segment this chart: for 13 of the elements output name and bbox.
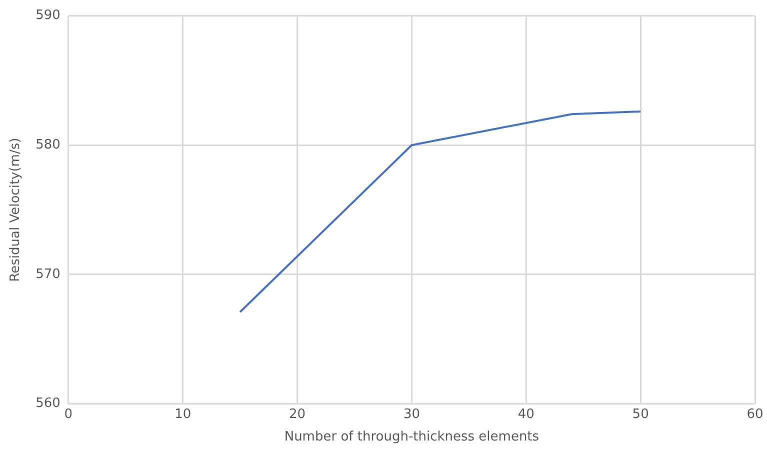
x-tick-label: 40	[518, 406, 534, 422]
x-tick-label: 20	[289, 406, 306, 422]
y-tick-label: 580	[36, 138, 60, 153]
x-tick-label: 30	[403, 406, 420, 422]
x-tick-label: 50	[632, 406, 649, 422]
x-axis-title: Number of through-thickness elements	[284, 430, 540, 445]
x-tick-label: 60	[746, 406, 764, 422]
y-tick-label: 590	[36, 8, 60, 24]
y-tick-label: 570	[36, 266, 60, 282]
y-tick-label: 560	[36, 396, 60, 412]
x-tick-label: 10	[174, 406, 192, 422]
x-tick-label: 0	[64, 406, 73, 422]
y-axis-title: Residual Velocity(m/s)	[8, 138, 24, 282]
